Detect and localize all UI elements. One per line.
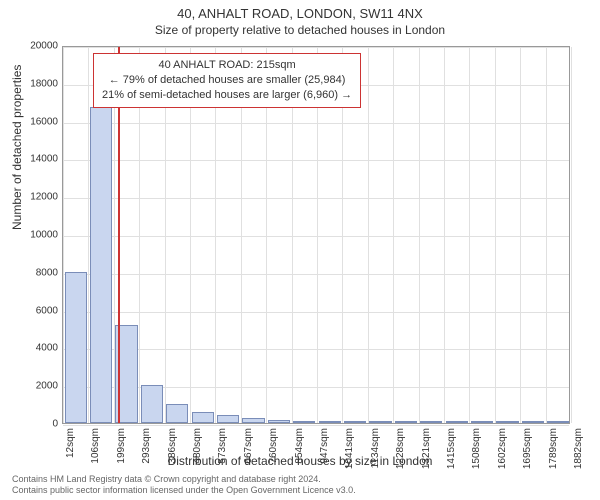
histogram-bar	[242, 418, 264, 423]
histogram-bar	[65, 272, 87, 423]
histogram-bar	[141, 385, 163, 423]
y-tick-label: 2000	[8, 381, 58, 392]
y-tick-label: 14000	[8, 154, 58, 165]
histogram-bar	[420, 421, 442, 423]
gridline-v	[469, 47, 470, 423]
x-axis-label: Distribution of detached houses by size …	[0, 454, 600, 468]
gridline-v	[546, 47, 547, 423]
histogram-bar	[395, 421, 417, 423]
histogram-bar	[344, 421, 366, 423]
gridline-h	[63, 425, 569, 426]
gridline-v	[444, 47, 445, 423]
histogram-bar	[268, 420, 290, 423]
footer-attribution: Contains HM Land Registry data © Crown c…	[12, 474, 356, 496]
gridline-v	[393, 47, 394, 423]
histogram-bar	[522, 421, 544, 423]
callout-box: 40 ANHALT ROAD: 215sqm← 79% of detached …	[93, 53, 361, 108]
callout-line1: 40 ANHALT ROAD: 215sqm	[102, 58, 352, 73]
y-axis-label: Number of detached properties	[10, 65, 24, 230]
chart-plot-area: 40 ANHALT ROAD: 215sqm← 79% of detached …	[62, 46, 570, 424]
histogram-bar	[192, 412, 214, 423]
histogram-bar	[166, 404, 188, 423]
y-tick-label: 10000	[8, 230, 58, 241]
histogram-bar	[319, 421, 341, 423]
y-tick-label: 12000	[8, 192, 58, 203]
gridline-v	[495, 47, 496, 423]
page-subtitle: Size of property relative to detached ho…	[0, 23, 600, 37]
y-tick-label: 16000	[8, 116, 58, 127]
callout-line3: 21% of semi-detached houses are larger (…	[102, 88, 352, 103]
y-tick-label: 0	[8, 419, 58, 430]
histogram-bar	[547, 421, 569, 423]
page-title: 40, ANHALT ROAD, LONDON, SW11 4NX	[0, 6, 600, 21]
gridline-v	[571, 47, 572, 423]
y-tick-label: 18000	[8, 78, 58, 89]
gridline-v	[368, 47, 369, 423]
histogram-bar	[496, 421, 518, 423]
y-tick-label: 6000	[8, 305, 58, 316]
y-tick-label: 8000	[8, 267, 58, 278]
histogram-bar	[90, 107, 112, 423]
footer-line-1: Contains HM Land Registry data © Crown c…	[12, 474, 356, 485]
callout-line2: ← 79% of detached houses are smaller (25…	[102, 73, 352, 88]
gridline-v	[520, 47, 521, 423]
gridline-v	[419, 47, 420, 423]
histogram-bar	[293, 421, 315, 423]
y-tick-label: 4000	[8, 343, 58, 354]
histogram-bar	[369, 421, 391, 423]
histogram-bar	[217, 415, 239, 423]
histogram-bar	[471, 421, 493, 423]
footer-line-2: Contains public sector information licen…	[12, 485, 356, 496]
histogram-bar	[446, 421, 468, 423]
y-tick-label: 20000	[8, 41, 58, 52]
